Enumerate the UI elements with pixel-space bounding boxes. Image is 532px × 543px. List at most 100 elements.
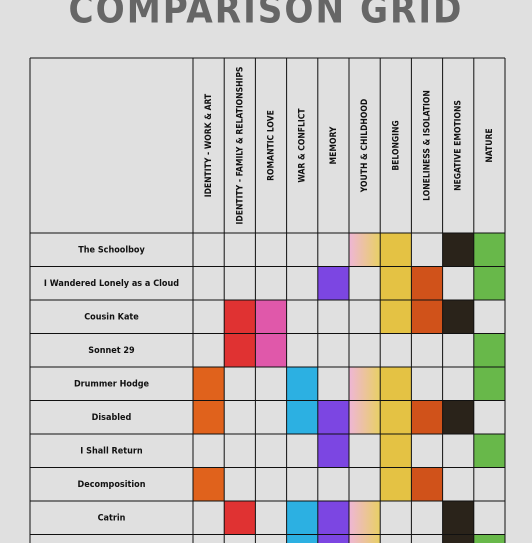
cell <box>193 266 225 300</box>
cell <box>473 266 505 300</box>
cell <box>255 434 287 468</box>
cell <box>224 400 256 434</box>
row-label: Sonnet 29 <box>88 346 135 356</box>
cell <box>411 400 443 434</box>
cell <box>349 266 381 300</box>
cell <box>442 333 474 367</box>
row-label: Drummer Hodge <box>74 379 150 389</box>
cell <box>224 534 256 543</box>
cell <box>286 400 318 434</box>
cell <box>411 501 443 535</box>
cell <box>442 300 474 334</box>
cell <box>349 400 381 434</box>
cell <box>349 333 381 367</box>
cell <box>380 467 412 501</box>
cell <box>380 300 412 334</box>
cell <box>349 434 381 468</box>
cell <box>193 434 225 468</box>
cell <box>317 266 349 300</box>
row-label: I Shall Return <box>80 446 143 456</box>
cell <box>411 367 443 401</box>
cell <box>193 333 225 367</box>
cell <box>380 266 412 300</box>
column-header: YOUTH & CHILDHOOD <box>360 99 370 193</box>
row-label: I Wandered Lonely as a Cloud <box>44 279 179 289</box>
cell <box>286 534 318 543</box>
cell <box>442 501 474 535</box>
cell <box>193 300 225 334</box>
cell <box>193 534 225 543</box>
row-label: The Schoolboy <box>78 245 145 255</box>
cell <box>193 367 225 401</box>
cell <box>255 333 287 367</box>
cell <box>317 467 349 501</box>
cell <box>473 333 505 367</box>
cell <box>349 367 381 401</box>
cell <box>317 233 349 267</box>
cell <box>255 400 287 434</box>
column-header: NATURE <box>485 128 495 162</box>
cell <box>317 434 349 468</box>
cell <box>411 333 443 367</box>
cell <box>442 400 474 434</box>
cell <box>442 266 474 300</box>
cell <box>349 233 381 267</box>
row-label: Cousin Kate <box>84 312 139 322</box>
cell <box>286 367 318 401</box>
cell <box>411 534 443 543</box>
cell <box>317 534 349 543</box>
cell <box>380 233 412 267</box>
cell <box>224 501 256 535</box>
cell <box>473 400 505 434</box>
cell <box>286 467 318 501</box>
cell <box>255 300 287 334</box>
cell <box>473 467 505 501</box>
cell <box>286 501 318 535</box>
cell <box>286 434 318 468</box>
cell <box>442 534 474 543</box>
cell <box>317 400 349 434</box>
row-label: Decomposition <box>78 480 146 490</box>
cell <box>255 467 287 501</box>
cell <box>255 266 287 300</box>
cell <box>193 467 225 501</box>
cell <box>442 467 474 501</box>
cell <box>224 300 256 334</box>
cell <box>473 233 505 267</box>
cell <box>473 534 505 543</box>
column-header: NEGATIVE EMOTIONS <box>454 100 464 191</box>
cell <box>349 534 381 543</box>
cell <box>411 434 443 468</box>
cell <box>473 434 505 468</box>
cell <box>442 233 474 267</box>
column-header: IDENTITY - FAMILY & RELATIONSHIPS <box>235 67 245 225</box>
cell <box>473 300 505 334</box>
column-header: IDENTITY - WORK & ART <box>204 93 214 197</box>
row-label: Disabled <box>92 413 132 423</box>
cell <box>317 300 349 334</box>
cell <box>380 534 412 543</box>
cell <box>380 501 412 535</box>
cell <box>255 534 287 543</box>
cell <box>193 400 225 434</box>
cell <box>349 501 381 535</box>
cell <box>193 233 225 267</box>
column-header: LONELINESS & ISOLATION <box>423 90 433 201</box>
cell <box>411 300 443 334</box>
column-header: BELONGING <box>391 120 401 170</box>
cell <box>317 333 349 367</box>
cell <box>255 233 287 267</box>
cell <box>349 467 381 501</box>
column-header: WAR & CONFLICT <box>298 108 308 183</box>
cell <box>349 300 381 334</box>
cell <box>473 367 505 401</box>
cell <box>255 367 287 401</box>
column-header: ROMANTIC LOVE <box>267 110 277 181</box>
cell <box>380 333 412 367</box>
row-label: Catrin <box>98 513 126 523</box>
cell <box>411 266 443 300</box>
cell <box>317 501 349 535</box>
cell <box>380 434 412 468</box>
